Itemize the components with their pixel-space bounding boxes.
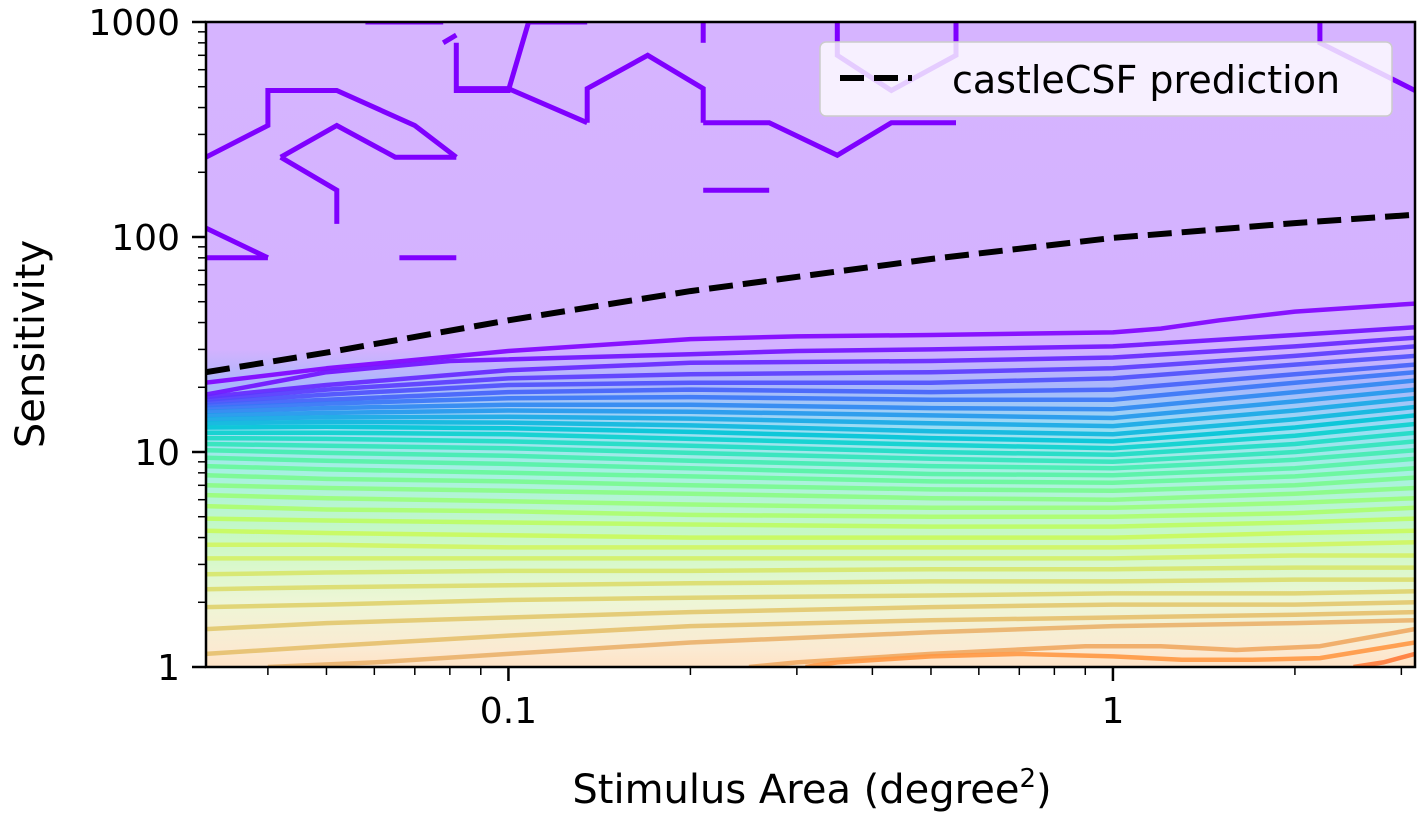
y-tick-label: 100 <box>111 218 180 259</box>
contour-line-22 <box>206 503 1415 519</box>
noise-contour-line-10 <box>584 52 706 123</box>
noise-contour-line-0 <box>206 88 458 160</box>
y-tick-label: 10 <box>134 433 180 474</box>
contour-line-25 <box>206 540 1415 550</box>
axes-frame <box>204 20 1417 669</box>
contour-line-10 <box>206 395 1415 429</box>
contour-line-35 <box>1353 651 1415 667</box>
noise-contour-line-7 <box>441 32 458 45</box>
contour-line-33 <box>748 626 1415 667</box>
contour-line-14 <box>206 430 1415 458</box>
contour-line-4 <box>206 344 1415 402</box>
noise-contour-line-3 <box>206 225 269 261</box>
contour-line-9 <box>206 387 1415 421</box>
castlecsf-prediction-line <box>206 211 1415 376</box>
tick-labels: 0.1 1 1 10 100 1000 <box>88 3 1124 732</box>
contour-line-28 <box>206 577 1415 592</box>
contour-line-34 <box>805 640 1415 667</box>
x-axis-label-main: Stimulus Area (degree <box>572 767 1019 813</box>
contour-line-2 <box>206 325 1415 397</box>
x-tick-label: 0.1 <box>480 691 537 732</box>
contour-line-16 <box>206 447 1415 471</box>
contour-line-1 <box>206 301 1415 385</box>
tick-marks <box>192 20 1403 681</box>
contour-lines <box>206 22 1415 667</box>
contour-line-15 <box>206 439 1415 465</box>
contour-line-29 <box>206 589 1415 610</box>
noise-contour-line-1 <box>279 122 457 160</box>
x-axis-label-superscript: 2 <box>1019 764 1036 794</box>
contour-line-27 <box>206 565 1415 577</box>
contour-line-32 <box>267 617 1415 667</box>
x-tick-label: 1 <box>1101 691 1124 732</box>
legend-label: castleCSF prediction <box>952 58 1340 102</box>
noise-contour-line-11 <box>703 120 956 159</box>
noise-contour-line-2 <box>279 155 340 224</box>
legend: castleCSF prediction <box>819 41 1393 117</box>
noise-contour-line-9 <box>456 86 589 125</box>
contour-line-26 <box>206 553 1415 561</box>
contour-line-13 <box>206 421 1415 451</box>
contour-line-23 <box>206 516 1415 529</box>
x-axis-label-close: ) <box>1036 767 1052 813</box>
y-tick-label: 1000 <box>88 3 180 44</box>
contour-line-30 <box>206 600 1415 632</box>
contour-line-12 <box>206 413 1415 444</box>
legend-box <box>819 41 1393 117</box>
contour-line-21 <box>206 492 1415 511</box>
contour-line-17 <box>206 455 1415 478</box>
x-axis-label: Stimulus Area (degree2) <box>572 764 1051 813</box>
contour-line-20 <box>206 483 1415 502</box>
contour-line-8 <box>206 378 1415 414</box>
contour-line-19 <box>206 472 1415 494</box>
axes <box>204 20 1417 669</box>
contour-line-7 <box>206 369 1415 411</box>
contour-line-31 <box>206 609 1415 657</box>
contour-line-3 <box>206 335 1415 400</box>
prediction-series <box>206 211 1415 376</box>
contour-line-5 <box>206 353 1415 405</box>
y-axis-label: Sensitivity <box>8 240 54 448</box>
contour-line-6 <box>206 362 1415 408</box>
contour-line-18 <box>206 463 1415 485</box>
contour-line-11 <box>206 404 1415 437</box>
contour-line-24 <box>206 528 1415 540</box>
y-tick-label: 1 <box>157 648 180 689</box>
